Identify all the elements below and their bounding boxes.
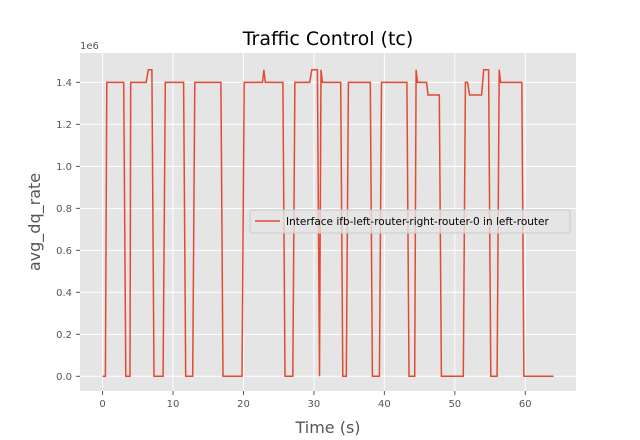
x-tick-label: 10 xyxy=(167,399,180,410)
y-tick-label: 1.2 xyxy=(56,120,72,131)
y-axis-offset-label: 1e6 xyxy=(80,41,99,52)
x-tick-label: 20 xyxy=(237,399,250,410)
x-tick-label: 30 xyxy=(308,399,321,410)
chart-title: Traffic Control (tc) xyxy=(242,28,414,50)
y-axis-title: avg_dq_rate xyxy=(25,173,45,271)
x-tick-label: 0 xyxy=(99,399,105,410)
legend-label: Interface ifb-left-router-right-router-0… xyxy=(286,216,549,228)
series-layer xyxy=(102,69,554,378)
axis-ticks: 0 10 20 30 40 50 60 0.0 0.2 0.4 0.6 0.8 1.0 1.2 1.4 xyxy=(56,78,532,410)
x-axis-title: Time (s) xyxy=(294,418,360,437)
y-tick-label: 1.4 xyxy=(56,78,72,89)
y-tick-label: 1.0 xyxy=(56,162,72,173)
y-tick-label: 0.4 xyxy=(56,288,72,299)
x-tick-label: 50 xyxy=(448,399,461,410)
y-tick-label: 0.8 xyxy=(56,204,72,215)
y-tick-label: 0.0 xyxy=(56,372,72,383)
series-line xyxy=(102,69,554,378)
legend: Interface ifb-left-router-right-router-0… xyxy=(249,209,571,234)
y-tick-label: 0.2 xyxy=(56,330,72,341)
y-tick-label: 0.6 xyxy=(56,246,72,257)
legend-box xyxy=(249,209,571,234)
x-tick-label: 40 xyxy=(378,399,391,410)
x-tick-label: 60 xyxy=(519,399,532,410)
